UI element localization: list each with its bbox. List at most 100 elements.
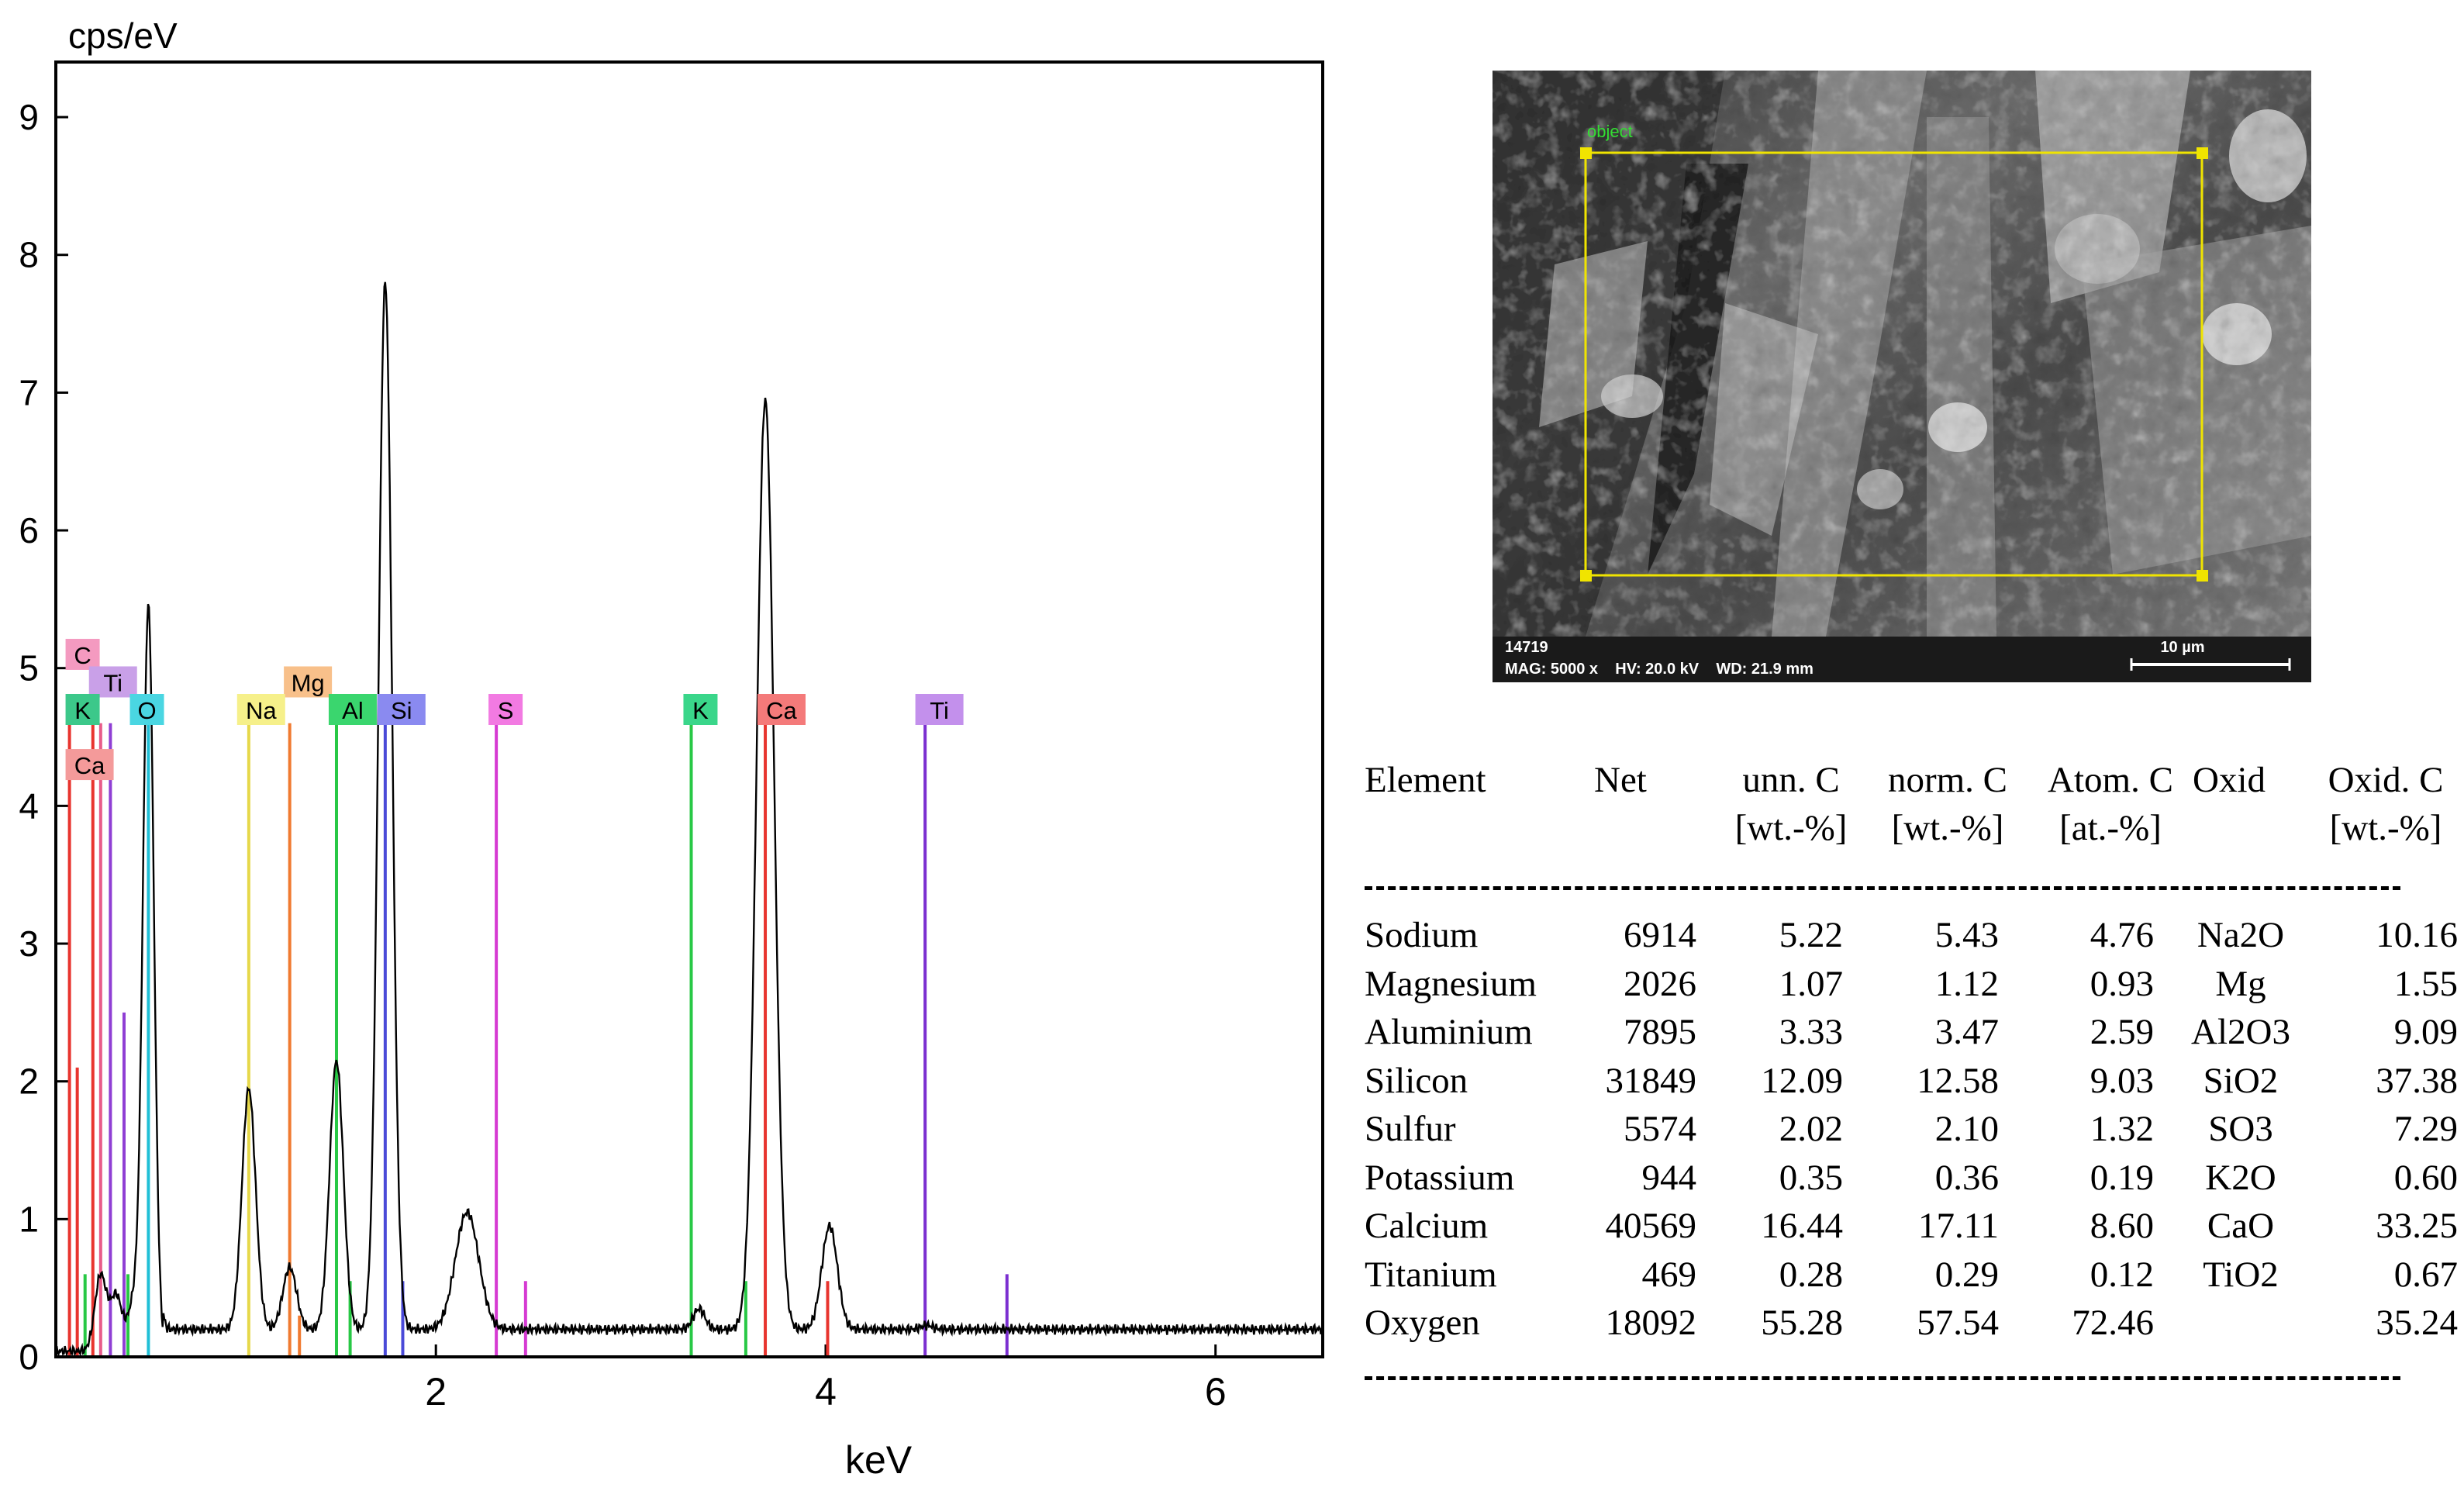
element-label: Na <box>236 694 285 725</box>
cell-element: Oxygen <box>1365 1303 1480 1343</box>
cell-unn-c: 1.07 <box>1779 963 1843 1004</box>
selection-handle-top-left[interactable] <box>1580 147 1592 159</box>
cell-oxid-c: 0.67 <box>2393 1254 2458 1295</box>
sem-sample-id: 14719 <box>1505 639 1548 656</box>
cell-element: Potassium <box>1365 1157 1515 1198</box>
table-row: Sulfur 5574 2.02 2.10 1.32 SO3 7.29 <box>1365 1105 2464 1154</box>
cell-unn-c: 3.33 <box>1779 1012 1843 1052</box>
element-label-box <box>88 666 137 698</box>
header-oxid-c: Oxid. C [wt.-%] <box>2328 760 2444 848</box>
cell-oxid: Mg <box>2215 963 2266 1004</box>
cell-oxid-c: 33.25 <box>2376 1206 2458 1246</box>
cell-oxid-c: 37.38 <box>2376 1060 2458 1101</box>
element-label: S <box>488 694 523 725</box>
element-label-text: Ti <box>930 697 949 724</box>
cell-net: 469 <box>1641 1254 1697 1295</box>
y-tick-label: 5 <box>19 648 39 689</box>
cell-oxid: Na2O <box>2197 915 2285 955</box>
cell-element: Sulfur <box>1365 1109 1456 1149</box>
element-label: Ti <box>915 694 964 725</box>
cell-norm-c: 5.43 <box>1934 915 1999 955</box>
table-divider-top <box>1365 886 2400 890</box>
element-label-text: Na <box>246 697 277 724</box>
selection-handle-bottom-right[interactable] <box>2197 570 2208 582</box>
element-label: K <box>65 694 100 725</box>
element-label-box <box>65 694 100 725</box>
x-tick-label: 6 <box>1205 1370 1227 1413</box>
cell-norm-c: 57.54 <box>1917 1303 1999 1343</box>
table-row: Titanium 469 0.28 0.29 0.12 TiO2 0.67 <box>1365 1251 2464 1299</box>
header-norm-c: norm. C [wt.-%] <box>1887 760 2008 848</box>
cell-atom-c: 8.60 <box>2090 1206 2154 1246</box>
cell-atom-c: 9.03 <box>2090 1060 2154 1101</box>
cell-atom-c: 4.76 <box>2090 915 2154 955</box>
cell-atom-c: 0.93 <box>2090 963 2154 1004</box>
cell-atom-c: 1.32 <box>2090 1109 2154 1149</box>
table-row: Calcium 40569 16.44 17.11 8.60 CaO 33.25 <box>1365 1202 2464 1251</box>
selection-handle-top-right[interactable] <box>2197 147 2208 159</box>
sem-micrograph: object 14719 MAG: 5000 x HV: 20.0 kV WD:… <box>1493 71 2311 682</box>
header-atom-c: Atom. C [at.-%] <box>2048 760 2173 848</box>
cell-unn-c: 5.22 <box>1779 915 1843 955</box>
y-tick-label: 1 <box>19 1199 39 1239</box>
table-body: Sodium 6914 5.22 5.43 4.76 Na2O 10.16 Magnesium… <box>1365 911 2464 1348</box>
selection-rectangle[interactable] <box>1584 151 2203 577</box>
header-unn-c: unn. C [wt.-%] <box>1734 760 1848 848</box>
element-label: Mg <box>284 666 333 698</box>
cell-norm-c: 0.36 <box>1934 1157 1999 1198</box>
cell-norm-c: 0.29 <box>1934 1254 1999 1295</box>
element-label-text: Ca <box>766 697 797 724</box>
y-tick-label: 9 <box>19 97 39 137</box>
header-element: Element <box>1365 760 1486 800</box>
cell-norm-c: 2.10 <box>1934 1109 1999 1149</box>
cell-norm-c: 12.58 <box>1917 1060 1999 1101</box>
cell-unn-c: 55.28 <box>1761 1303 1843 1343</box>
selection-handle-bottom-left[interactable] <box>1580 570 1592 582</box>
eds-spectrum-chart: cps/eV keV 0 1 2 3 4 5 6 7 8 9 2 4 6 C Ti Mg K O Na Al Si S K… <box>19 16 1324 1482</box>
y-tick-label: 7 <box>19 372 39 412</box>
element-label-text: Ti <box>103 669 123 696</box>
cell-net: 40569 <box>1605 1206 1697 1246</box>
table-row: Magnesium 2026 1.07 1.12 0.93 Mg 1.55 <box>1365 960 2464 1009</box>
y-axis-label: cps/eV <box>68 16 178 56</box>
cell-oxid: TiO2 <box>2203 1254 2279 1295</box>
cell-element: Titanium <box>1365 1254 1497 1295</box>
table-row: Sodium 6914 5.22 5.43 4.76 Na2O 10.16 <box>1365 911 2464 960</box>
cell-oxid-c: 1.55 <box>2393 963 2458 1004</box>
plot-frame <box>54 60 1324 1358</box>
cell-oxid-c: 0.60 <box>2393 1157 2458 1198</box>
element-label: K <box>683 694 718 725</box>
cell-norm-c: 17.11 <box>1917 1206 1999 1246</box>
sem-texture <box>1493 71 2311 637</box>
cell-atom-c: 0.12 <box>2090 1254 2154 1295</box>
header-oxid: Oxid <box>2193 760 2266 800</box>
element-label: C <box>65 638 100 670</box>
cell-net: 7895 <box>1624 1012 1696 1052</box>
element-label: O <box>129 694 164 725</box>
cell-element: Magnesium <box>1365 963 1537 1004</box>
element-label-box <box>65 638 100 670</box>
cell-net: 6914 <box>1624 915 1696 955</box>
table-row: Silicon 31849 12.09 12.58 9.03 SiO2 37.38 <box>1365 1057 2464 1106</box>
element-label-text: S <box>498 697 514 724</box>
cell-oxid-c: 10.16 <box>2376 915 2458 955</box>
table-header: Element Net unn. C [wt.-%] norm. C [wt.-%]… <box>1365 756 2464 852</box>
cell-unn-c: 16.44 <box>1761 1206 1843 1246</box>
selection-label: object <box>1587 122 1633 141</box>
cell-net: 5574 <box>1624 1109 1696 1149</box>
cell-oxid: SO3 <box>2208 1109 2273 1149</box>
cell-unn-c: 2.02 <box>1779 1109 1843 1149</box>
y-tick-label: 2 <box>19 1061 39 1102</box>
cell-element: Sodium <box>1365 915 1479 955</box>
element-label-text: Al <box>342 697 364 724</box>
scale-bar-label: 10 µm <box>2160 639 2204 656</box>
element-label-box <box>488 694 523 725</box>
element-label-text: C <box>74 642 91 669</box>
eds-quantification-table: Element Net unn. C [wt.-%] norm. C [wt.-%]… <box>1365 756 2464 1380</box>
element-label-box <box>915 694 964 725</box>
table-row: Aluminium 7895 3.33 3.47 2.59 Al2O3 9.09 <box>1365 1008 2464 1057</box>
cell-oxid-c: 35.24 <box>2376 1303 2458 1343</box>
element-label-text: Mg <box>292 669 325 696</box>
element-label-box <box>129 694 164 725</box>
element-label: Ca <box>757 694 806 725</box>
